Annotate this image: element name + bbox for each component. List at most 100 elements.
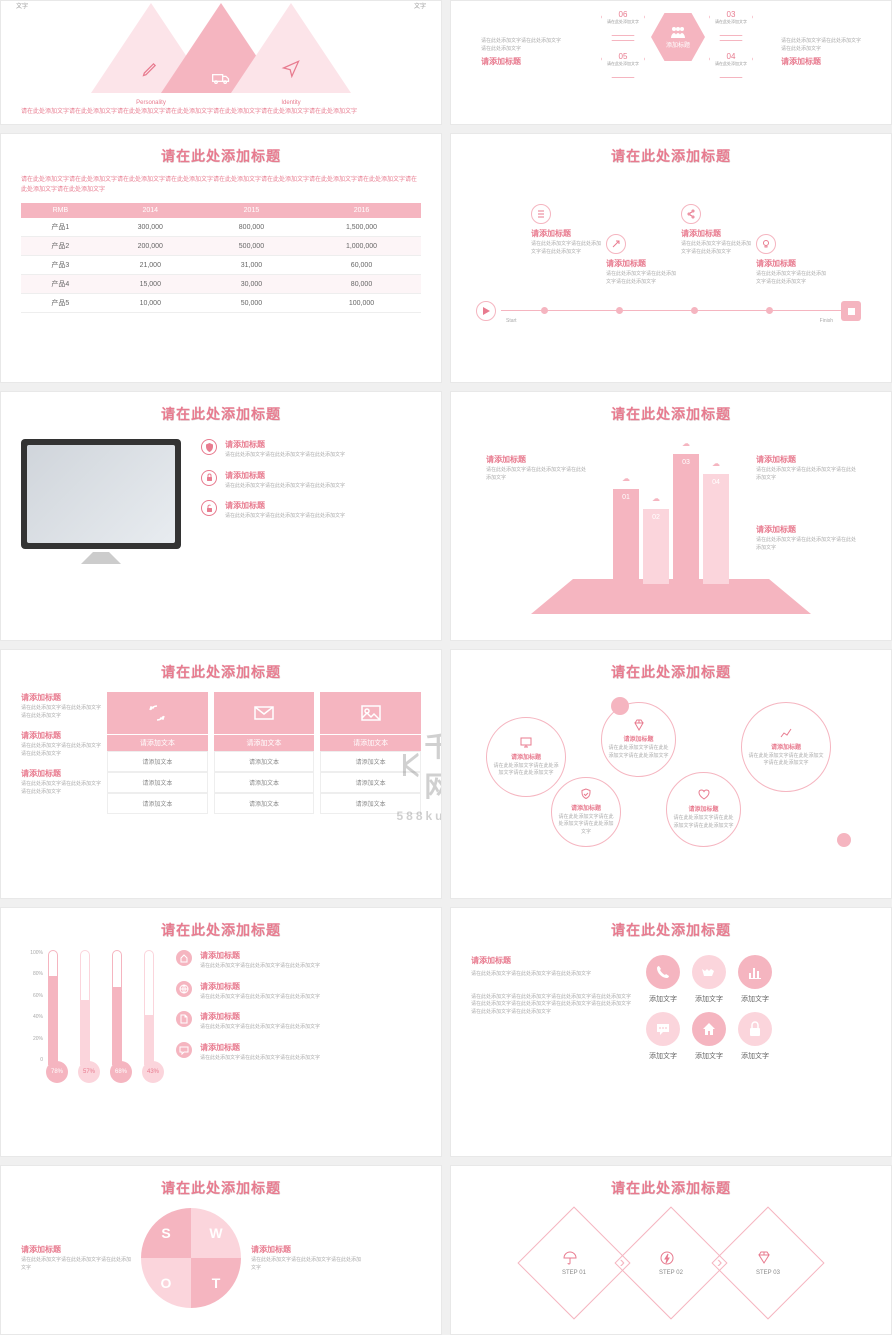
hex-04: 04请在此处添加文字 bbox=[709, 40, 753, 78]
triangle-right: Identity bbox=[231, 3, 351, 93]
swot-circle: S W O T bbox=[141, 1208, 241, 1308]
truck-icon bbox=[211, 68, 231, 88]
people-icon bbox=[669, 26, 687, 38]
cards: 请添加标题请在此处添加文字请在此处添加文字请在此处添加文字 请添加标题请在此处添… bbox=[21, 692, 421, 814]
hex-center-label: 添加标题 bbox=[666, 40, 690, 49]
slide-title: 请在此处添加标题 bbox=[471, 920, 871, 940]
timeline-item: 请添加标题请在此处添加文字请在此处添加文字请在此处添加文字 bbox=[531, 204, 601, 256]
hex-text-r: 请在此处添加文字请在此处添加文字请在此处添加文字请添加标题 bbox=[781, 38, 861, 69]
card-column: 请添加文本 请添加文本请添加文本请添加文本 bbox=[107, 692, 208, 814]
timeline-item: 请添加标题请在此处添加文字请在此处添加文字请在此处添加文字 bbox=[756, 234, 826, 286]
triangle-label-r: Identity bbox=[261, 100, 321, 106]
timeline: Start Finish 请添加标题请在此处添加文字请在此处添加文字请在此处添加… bbox=[471, 186, 871, 326]
handshake-icon bbox=[692, 955, 726, 989]
timeline-node bbox=[766, 307, 773, 314]
timeline-start: Start bbox=[506, 318, 517, 324]
mail-icon bbox=[214, 692, 315, 734]
icon-cell: 添加文字 bbox=[738, 955, 772, 1004]
heart-icon bbox=[698, 789, 710, 801]
slide-title: 请在此处添加标题 bbox=[471, 146, 871, 166]
thermo-scale: 100%80%60%40%20%0 bbox=[21, 950, 43, 1063]
swot-s: S bbox=[141, 1208, 191, 1258]
hex-text-l: 请在此处添加文字请在此处添加文字请在此处添加文字请添加标题 bbox=[481, 38, 561, 69]
icon-grid: 添加文字 添加文字 添加文字 添加文字 添加文字 添加文字 bbox=[646, 955, 772, 1061]
pencil-icon bbox=[141, 58, 161, 78]
stop-icon[interactable] bbox=[841, 301, 861, 321]
table-intro: 请在此处添加文字请在此处添加文字请在此处添加文字请在此处添加文字请在此处添加文字… bbox=[21, 176, 421, 195]
timeline-node bbox=[616, 307, 623, 314]
play-icon[interactable] bbox=[476, 301, 496, 321]
bars-text-l: 请添加标题请在此处添加文字请在此处添加文字请在此处添加文字 bbox=[486, 454, 586, 482]
timeline-node bbox=[541, 307, 548, 314]
text-r: 文字 bbox=[414, 1, 426, 10]
timeline-item: 请添加标题请在此处添加文字请在此处添加文字请在此处添加文字 bbox=[681, 204, 751, 256]
slide-triangles: Personality Identity 文字 文字 请在此处添加文字请在此处添… bbox=[0, 0, 442, 125]
slide-table: 请在此处添加标题 请在此处添加文字请在此处添加文字请在此处添加文字请在此处添加文… bbox=[0, 133, 442, 383]
gem-icon bbox=[756, 1250, 772, 1266]
triangle-desc: 请在此处添加文字请在此处添加文字请在此处添加文字请在此处添加文字请在此处添加文字… bbox=[21, 108, 421, 118]
phone-icon bbox=[646, 955, 680, 989]
timeline-finish: Finish bbox=[820, 318, 833, 324]
slide-steps: 请在此处添加标题 STEP 01 › STEP 02 › STEP 03 bbox=[450, 1165, 892, 1335]
plane-icon bbox=[281, 58, 301, 78]
slide-title: 请在此处添加标题 bbox=[21, 1178, 421, 1198]
swot-w: W bbox=[191, 1208, 241, 1258]
home-icon bbox=[692, 1012, 726, 1046]
timeline-line bbox=[501, 310, 841, 311]
slide-title: 请在此处添加标题 bbox=[21, 920, 421, 940]
house-icon bbox=[176, 950, 192, 966]
timeline-node bbox=[691, 307, 698, 314]
thermometers: 100%80%60%40%20%0 78%57%68%43% bbox=[21, 950, 156, 1083]
feature-item: 请添加标题请在此处添加文字请在此处添加文字请在此处添加文字 bbox=[201, 500, 421, 521]
slide-cards: 请在此处添加标题 请添加标题请在此处添加文字请在此处添加文字请在此处添加文字 请… bbox=[0, 649, 442, 899]
bubble-dot bbox=[837, 833, 851, 847]
slide-title: 请在此处添加标题 bbox=[21, 662, 421, 682]
icon-cell: 添加文字 bbox=[692, 955, 726, 1004]
data-table: RMB201420152016 产品1300,000800,0001,500,0… bbox=[21, 203, 421, 313]
monitor bbox=[21, 439, 181, 549]
feature-item: 请添加标题请在此处添加文字请在此处添加文字请在此处添加文字 bbox=[201, 439, 421, 460]
icon-cell: 添加文字 bbox=[692, 1012, 726, 1061]
photo-icon bbox=[320, 692, 421, 734]
doc-icon bbox=[176, 1011, 192, 1027]
card-column: 请添加文本 请添加文本请添加文本请添加文本 bbox=[320, 692, 421, 814]
slide-timeline: 请在此处添加标题 Start Finish 请添加标题请在此处添加文字请在此处添… bbox=[450, 133, 892, 383]
bars-chart: 请添加标题请在此处添加文字请在此处添加文字请在此处添加文字 请添加标题请在此处添… bbox=[471, 434, 871, 614]
icon-cell: 添加文字 bbox=[646, 955, 680, 1004]
globe-icon bbox=[176, 981, 192, 997]
arrow-icon bbox=[606, 234, 626, 254]
bubble: 请添加标题请在此处添加文字请在此处添加文字请在此处添加文字 bbox=[601, 702, 676, 777]
shield-icon bbox=[201, 439, 217, 455]
card-column: 请添加文本 请添加文本请添加文本请添加文本 bbox=[214, 692, 315, 814]
triangle-label-l: Personality bbox=[121, 100, 181, 106]
slide-title: 请在此处添加标题 bbox=[21, 146, 421, 166]
padlock-icon bbox=[738, 1012, 772, 1046]
slide-monitor: 请在此处添加标题 请添加标题请在此处添加文字请在此处添加文字请在此处添加文字 请… bbox=[0, 391, 442, 641]
slide-thermometers: 请在此处添加标题 100%80%60%40%20%0 78%57%68%43% … bbox=[0, 907, 442, 1157]
bulb-icon bbox=[756, 234, 776, 254]
shield-check-icon bbox=[580, 788, 592, 800]
lock-icon bbox=[201, 470, 217, 486]
slide-hexagons: 添加标题 06请在此处添加文字 05请在此处添加文字 04请在此处添加文字 03… bbox=[450, 0, 892, 125]
speech-icon bbox=[646, 1012, 680, 1046]
bubbles: 请添加标题请在此处添加文字请在此处添加文字请在此处添加文字 请添加标题请在此处添… bbox=[471, 692, 871, 852]
monitor-screen bbox=[27, 445, 175, 543]
umbrella-icon bbox=[562, 1250, 578, 1266]
slide-bars3d: 请在此处添加标题 请添加标题请在此处添加文字请在此处添加文字请在此处添加文字 请… bbox=[450, 391, 892, 641]
recycle-icon bbox=[107, 692, 208, 734]
swot: 请添加标题请在此处添加文字请在此处添加文字请在此处添加文字 S W O T 请添… bbox=[21, 1208, 421, 1308]
thermo-features: 请添加标题请在此处添加文字请在此处添加文字请在此处添加文字 请添加标题请在此处添… bbox=[176, 950, 421, 1083]
share-icon bbox=[681, 204, 701, 224]
slide-title: 请在此处添加标题 bbox=[471, 662, 871, 682]
hex-center: 添加标题 bbox=[651, 13, 705, 61]
slide-bubbles: 请在此处添加标题 请添加标题请在此处添加文字请在此处添加文字请在此处添加文字 请… bbox=[450, 649, 892, 899]
swot-t: T bbox=[191, 1258, 241, 1308]
unlock-icon bbox=[201, 500, 217, 516]
swot-text-l: 请添加标题请在此处添加文字请在此处添加文字请在此处添加文字 bbox=[21, 1244, 131, 1272]
bars-floor bbox=[531, 579, 811, 614]
icon-cell: 添加文字 bbox=[646, 1012, 680, 1061]
step-diamond: STEP 03 bbox=[712, 1206, 825, 1319]
icongrid-text: 请添加标题 请在此处添加文字请在此处添加文字请在此处添加文字 请在此处添加文字请… bbox=[471, 955, 631, 1061]
feature-item: 请添加标题请在此处添加文字请在此处添加文字请在此处添加文字 bbox=[176, 950, 421, 971]
cards-side: 请添加标题请在此处添加文字请在此处添加文字请在此处添加文字 请添加标题请在此处添… bbox=[21, 692, 101, 814]
